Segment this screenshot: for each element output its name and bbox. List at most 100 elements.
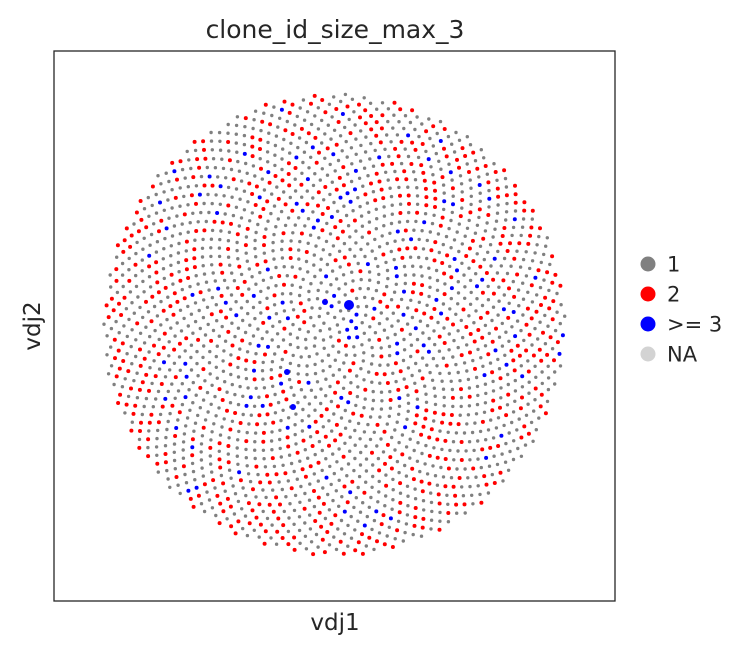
data-point-1174 bbox=[201, 474, 205, 478]
data-point-2185 bbox=[354, 312, 359, 317]
data-point-1629 bbox=[445, 316, 450, 321]
data-point-453 bbox=[417, 237, 421, 242]
data-point-1665 bbox=[283, 202, 288, 207]
data-point-2121 bbox=[109, 296, 114, 301]
data-point-1134 bbox=[424, 149, 428, 154]
data-point-1782 bbox=[273, 174, 278, 178]
data-point-708 bbox=[200, 246, 205, 250]
data-point-429 bbox=[421, 247, 426, 251]
data-point-471 bbox=[379, 437, 383, 441]
data-point-774 bbox=[364, 480, 368, 484]
data-point-1688 bbox=[334, 187, 339, 192]
data-point-1792 bbox=[433, 196, 438, 201]
data-point-2012 bbox=[228, 504, 233, 509]
data-point-855 bbox=[236, 462, 240, 466]
data-point-1793 bbox=[342, 484, 347, 489]
data-point-1914 bbox=[500, 234, 505, 238]
data-point-1243 bbox=[538, 320, 542, 324]
data-point-1957 bbox=[299, 126, 304, 131]
data-point-1221 bbox=[265, 516, 270, 521]
data-point-899 bbox=[169, 263, 173, 267]
data-point-252 bbox=[317, 236, 321, 240]
data-point-1771 bbox=[212, 219, 217, 224]
data-point-257 bbox=[272, 257, 276, 261]
data-point-1595 bbox=[429, 315, 434, 320]
data-point-1500 bbox=[105, 353, 109, 357]
data-point-1880 bbox=[440, 175, 445, 180]
data-point-1510 bbox=[558, 364, 563, 368]
data-point-228 bbox=[261, 278, 266, 282]
data-point-2196 bbox=[266, 344, 270, 349]
data-point-439 bbox=[215, 344, 219, 348]
data-point-951 bbox=[384, 494, 388, 498]
data-point-2088 bbox=[280, 536, 285, 540]
data-point-1844 bbox=[498, 376, 503, 381]
data-point-765 bbox=[442, 207, 446, 212]
data-point-837 bbox=[496, 357, 500, 362]
data-point-932 bbox=[155, 314, 160, 318]
data-point-1308 bbox=[140, 412, 144, 417]
data-point-1386 bbox=[420, 122, 424, 126]
data-point-246 bbox=[403, 273, 408, 277]
data-point-1701 bbox=[468, 350, 472, 355]
data-point-209 bbox=[359, 247, 363, 252]
data-point-0 bbox=[335, 323, 340, 327]
data-point-232 bbox=[280, 256, 285, 260]
data-point-1908 bbox=[486, 213, 491, 217]
data-point-1394 bbox=[155, 453, 159, 457]
data-point-1610 bbox=[281, 231, 286, 236]
data-point-2054 bbox=[247, 521, 252, 526]
data-point-1946 bbox=[381, 513, 386, 518]
data-point-2072 bbox=[363, 108, 368, 113]
data-point-1712 bbox=[308, 464, 313, 469]
data-point-1008 bbox=[406, 154, 411, 159]
data-point-1216 bbox=[536, 337, 540, 341]
data-point-2119 bbox=[526, 431, 531, 436]
data-point-20 bbox=[306, 330, 310, 334]
data-point-911 bbox=[391, 488, 395, 492]
data-point-1511 bbox=[545, 236, 549, 240]
data-point-2079 bbox=[236, 519, 241, 524]
data-point-691 bbox=[395, 459, 400, 464]
data-point-202 bbox=[269, 275, 273, 280]
data-point-657 bbox=[467, 266, 471, 270]
data-point-734 bbox=[212, 422, 216, 426]
data-point-799 bbox=[196, 413, 200, 418]
data-point-1318 bbox=[520, 225, 525, 229]
data-point-1835 bbox=[317, 150, 321, 155]
data-point-2299 bbox=[560, 333, 565, 338]
data-point-1851 bbox=[231, 177, 236, 182]
data-point-1013 bbox=[304, 140, 309, 145]
data-point-488 bbox=[322, 198, 326, 202]
data-point-1604 bbox=[432, 307, 437, 311]
data-point-1805 bbox=[168, 304, 173, 309]
data-point-831 bbox=[497, 299, 501, 303]
data-point-47 bbox=[320, 359, 324, 363]
data-point-894 bbox=[159, 323, 163, 327]
data-point-313 bbox=[432, 329, 436, 333]
data-point-1672 bbox=[459, 353, 464, 358]
data-point-2151 bbox=[292, 547, 297, 552]
data-point-1683 bbox=[316, 190, 321, 195]
data-point-87 bbox=[291, 353, 295, 358]
data-point-1870 bbox=[190, 437, 195, 442]
data-point-959 bbox=[496, 249, 500, 254]
data-point-887 bbox=[280, 487, 284, 492]
data-point-730 bbox=[458, 413, 462, 417]
data-point-168 bbox=[353, 254, 357, 258]
data-point-1528 bbox=[351, 361, 356, 366]
data-point-215 bbox=[251, 334, 256, 338]
data-point-18 bbox=[309, 315, 313, 320]
data-point-170 bbox=[399, 297, 404, 302]
data-point-470 bbox=[374, 207, 378, 211]
data-point-1997 bbox=[181, 464, 186, 469]
data-point-179 bbox=[394, 282, 398, 286]
data-point-1091 bbox=[166, 419, 170, 424]
data-point-600 bbox=[193, 301, 198, 305]
data-point-2186 bbox=[355, 335, 360, 340]
data-point-1803 bbox=[423, 186, 428, 191]
data-point-291 bbox=[425, 303, 429, 307]
data-point-882 bbox=[210, 201, 214, 206]
data-point-1738 bbox=[464, 254, 469, 258]
data-point-258 bbox=[421, 331, 425, 335]
